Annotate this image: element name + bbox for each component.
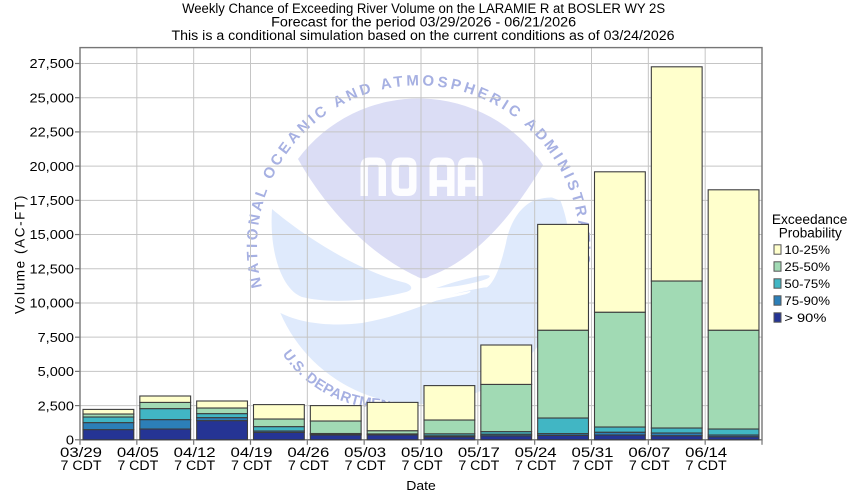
svg-text:Probability: Probability — [779, 226, 842, 241]
svg-text:7 CDT: 7 CDT — [686, 458, 727, 474]
svg-text:7 CDT: 7 CDT — [458, 458, 499, 474]
svg-text:04/19: 04/19 — [231, 445, 273, 461]
svg-text:> 90%: > 90% — [784, 311, 826, 325]
svg-text:05/31: 05/31 — [572, 445, 614, 461]
svg-text:7 CDT: 7 CDT — [117, 458, 158, 474]
svg-text:7 CDT: 7 CDT — [174, 458, 215, 474]
svg-text:05/03: 05/03 — [344, 445, 386, 461]
svg-text:7 CDT: 7 CDT — [345, 458, 386, 474]
svg-text:7 CDT: 7 CDT — [572, 458, 613, 474]
svg-text:04/05: 04/05 — [117, 445, 159, 461]
svg-text:Exceedance: Exceedance — [772, 212, 848, 227]
svg-text:7 CDT: 7 CDT — [515, 458, 556, 474]
svg-text:7 CDT: 7 CDT — [402, 458, 443, 474]
svg-text:22,500: 22,500 — [30, 125, 75, 140]
svg-text:27,500: 27,500 — [30, 56, 75, 71]
svg-text:75-90%: 75-90% — [784, 294, 830, 308]
svg-text:06/14: 06/14 — [685, 445, 727, 461]
svg-text:25-50%: 25-50% — [784, 260, 830, 274]
svg-text:Date: Date — [406, 478, 436, 493]
svg-text:04/26: 04/26 — [287, 445, 329, 461]
svg-text:20,000: 20,000 — [30, 159, 75, 174]
svg-text:05/10: 05/10 — [401, 445, 443, 461]
svg-text:Weekly Chance of Exceeding Riv: Weekly Chance of Exceeding River Volume … — [182, 1, 665, 16]
svg-text:7 CDT: 7 CDT — [629, 458, 670, 474]
svg-text:7 CDT: 7 CDT — [288, 458, 329, 474]
svg-text:2,500: 2,500 — [38, 398, 74, 413]
svg-text:12,500: 12,500 — [30, 261, 75, 276]
svg-text:7 CDT: 7 CDT — [231, 458, 272, 474]
svg-text:10,000: 10,000 — [30, 296, 75, 311]
svg-text:0: 0 — [66, 433, 74, 448]
svg-text:17,500: 17,500 — [30, 193, 75, 208]
svg-text:10-25%: 10-25% — [784, 243, 830, 257]
svg-text:04/12: 04/12 — [174, 445, 216, 461]
svg-text:50-75%: 50-75% — [784, 277, 830, 291]
svg-text:25,000: 25,000 — [30, 90, 75, 105]
svg-text:05/17: 05/17 — [458, 445, 500, 461]
svg-text:05/24: 05/24 — [515, 445, 557, 461]
svg-text:Forecast for the period 03/29/: Forecast for the period 03/29/2026 - 06/… — [271, 15, 576, 30]
svg-text:7 CDT: 7 CDT — [61, 458, 102, 474]
svg-text:Volume (AC-FT): Volume (AC-FT) — [13, 194, 28, 314]
svg-text:5,000: 5,000 — [38, 364, 74, 379]
svg-text:03/29: 03/29 — [60, 445, 102, 461]
svg-text:15,000: 15,000 — [30, 227, 75, 242]
svg-text:06/07: 06/07 — [628, 445, 670, 461]
svg-text:7,500: 7,500 — [38, 330, 74, 345]
svg-text:This is a conditional simulati: This is a conditional simulation based o… — [172, 28, 675, 43]
